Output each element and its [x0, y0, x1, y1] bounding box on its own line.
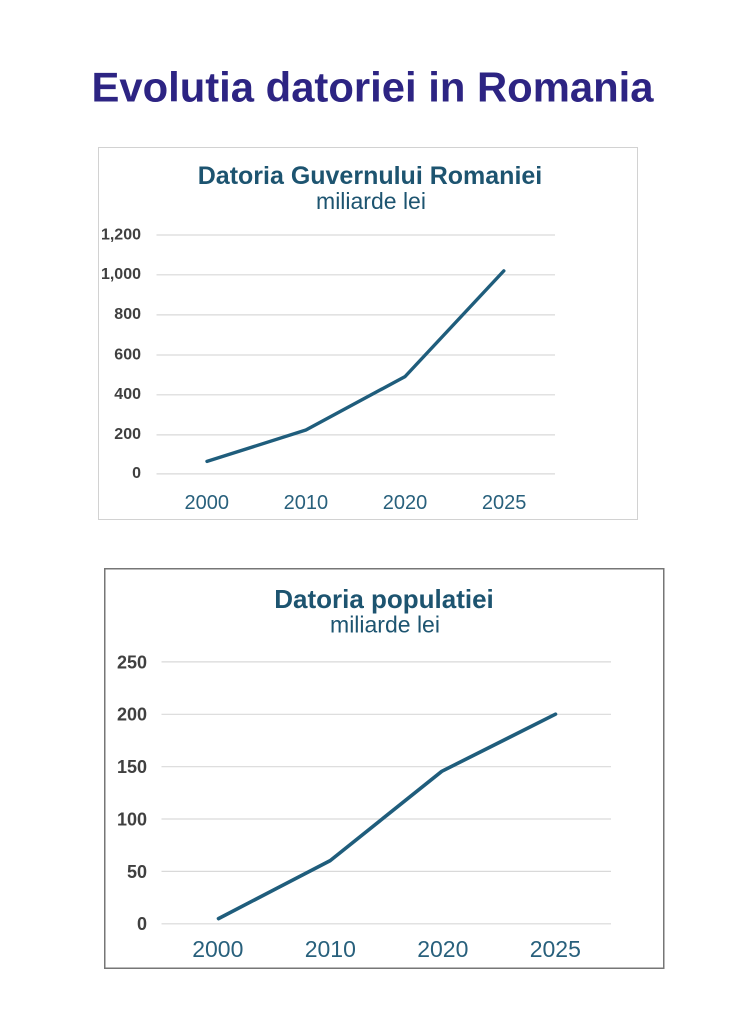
svg-text:800: 800 [114, 306, 141, 323]
svg-text:Datoria populatiei: Datoria populatiei [274, 584, 494, 614]
svg-text:Datoria Guvernului Romaniei: Datoria Guvernului Romaniei [198, 162, 543, 190]
svg-text:200: 200 [114, 426, 141, 443]
svg-text:600: 600 [114, 346, 141, 363]
svg-text:1,000: 1,000 [101, 266, 141, 283]
svg-text:2000: 2000 [192, 936, 243, 962]
svg-text:200: 200 [117, 705, 147, 725]
svg-text:400: 400 [114, 386, 141, 403]
svg-text:2020: 2020 [383, 492, 428, 514]
svg-text:2010: 2010 [284, 492, 329, 514]
svg-text:0: 0 [132, 465, 141, 482]
svg-text:0: 0 [137, 914, 147, 934]
svg-text:50: 50 [127, 862, 147, 882]
svg-text:2020: 2020 [417, 936, 468, 962]
svg-text:2025: 2025 [530, 936, 581, 962]
svg-text:Evolutia datoriei in Romania: Evolutia datoriei in Romania [91, 64, 654, 111]
svg-text:150: 150 [117, 757, 147, 777]
svg-text:100: 100 [117, 809, 147, 829]
svg-text:miliarde lei: miliarde lei [316, 188, 426, 214]
svg-text:1,200: 1,200 [101, 226, 141, 243]
svg-text:2025: 2025 [482, 492, 527, 514]
svg-text:2000: 2000 [185, 492, 230, 514]
svg-text:miliarde lei: miliarde lei [330, 612, 440, 638]
svg-text:2010: 2010 [305, 936, 356, 962]
svg-text:250: 250 [117, 652, 147, 672]
